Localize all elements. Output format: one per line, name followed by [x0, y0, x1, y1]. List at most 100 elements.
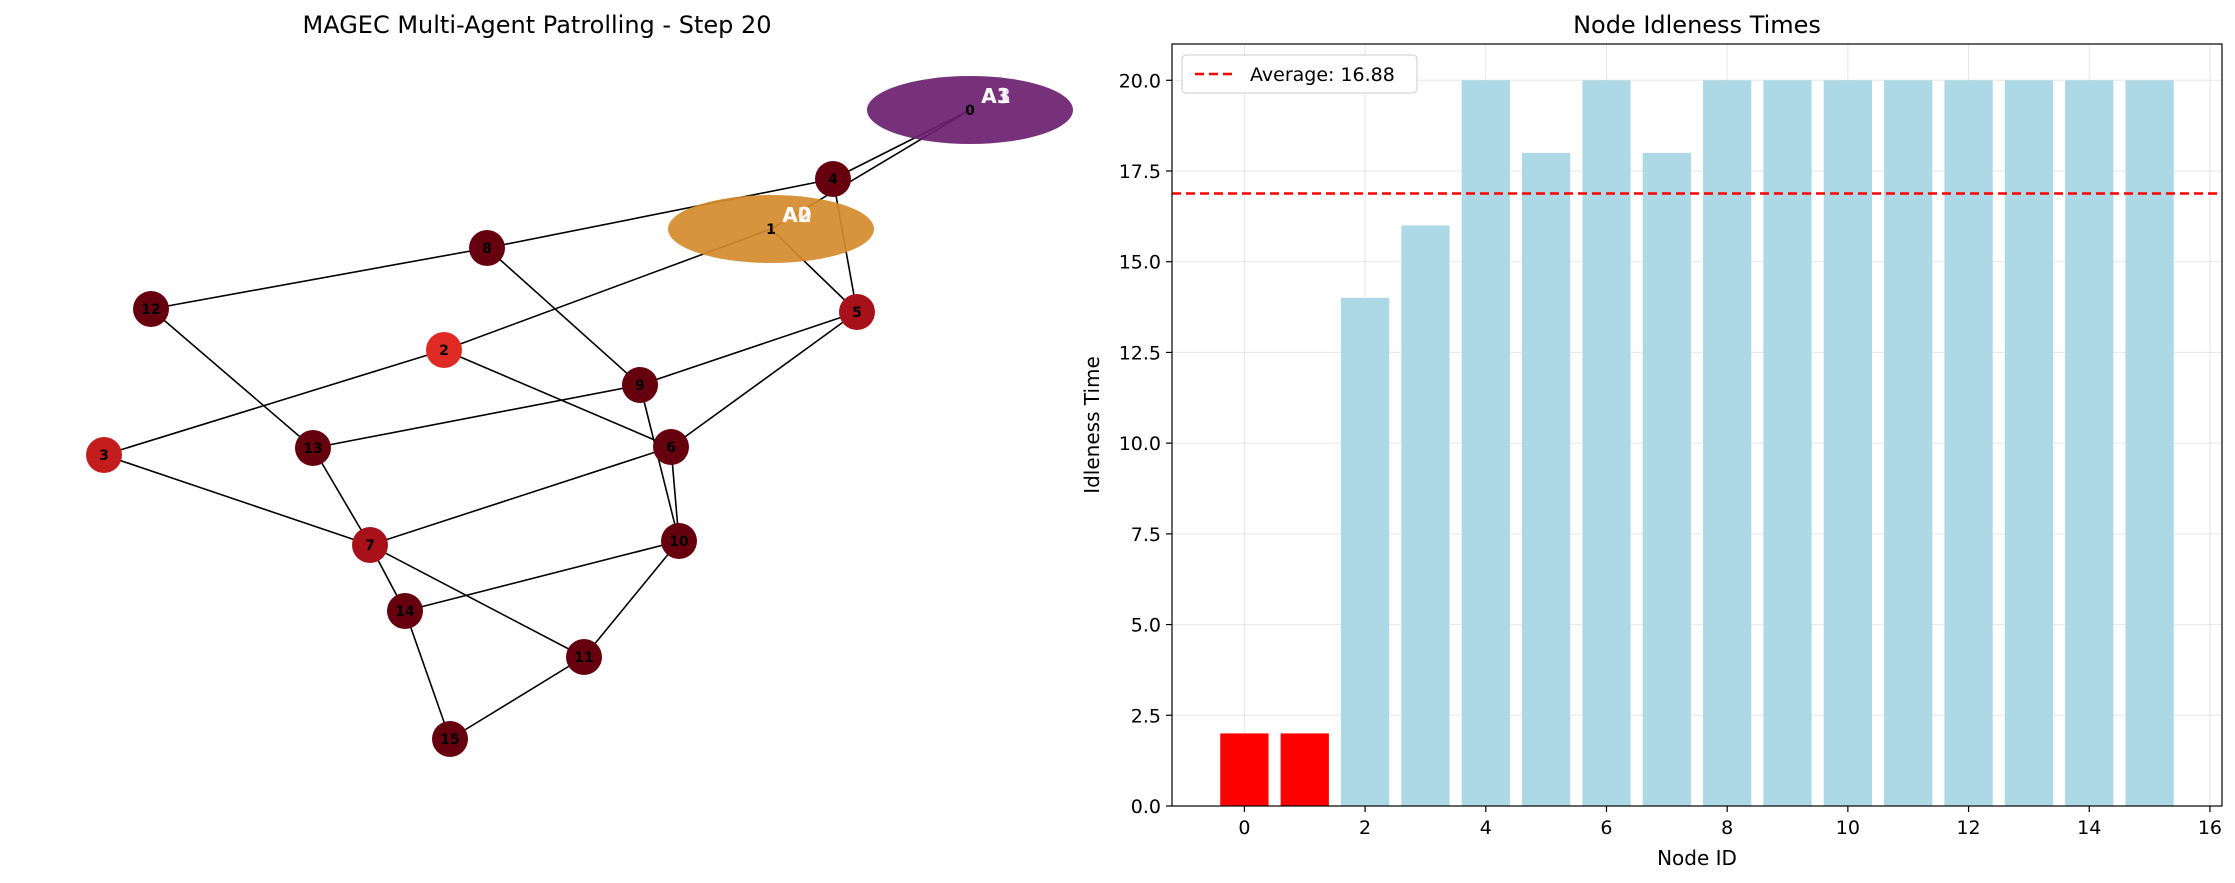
y-tick-label: 0.0 [1131, 796, 1161, 818]
node-14 [387, 593, 423, 629]
node-9 [622, 367, 658, 403]
agent-marker-0 [867, 76, 1073, 144]
node-label-3: 3 [99, 448, 109, 464]
node-label-11: 11 [574, 650, 593, 666]
x-tick-label: 10 [1836, 817, 1860, 839]
legend-box [1181, 54, 1418, 94]
x-tick-label: 0 [1238, 817, 1250, 839]
node-label-6: 6 [666, 440, 676, 456]
y-tick-label: 10.0 [1119, 433, 1161, 455]
edge-14-15 [404, 610, 451, 740]
bar-node-8 [1703, 80, 1752, 807]
bar-chart-panel: Node Idleness Times 0 2 4 6 8 10 12 14 16 0.0 2.5… [1080, 11, 2223, 870]
edge-7-11 [369, 544, 585, 658]
agent-label-A1: A1 [981, 84, 1010, 108]
agent-marker-1 [668, 195, 874, 263]
bar-node-12 [1944, 80, 1993, 807]
node-6 [653, 429, 689, 465]
node-8 [469, 230, 505, 266]
edge-9-13 [312, 384, 641, 449]
x-tick-label: 12 [1956, 817, 1980, 839]
bar-chart-bars [1220, 80, 2174, 807]
node-label-0: 0 [965, 103, 975, 119]
y-tick-label: 15.0 [1119, 252, 1161, 274]
edge-8-12 [150, 247, 488, 310]
x-tick-label: 4 [1480, 817, 1492, 839]
bar-node-11 [1884, 80, 1933, 807]
edge-5-6 [670, 311, 858, 448]
bar-chart-title: Node Idleness Times [1573, 11, 1821, 39]
edge-11-15 [449, 656, 585, 740]
node-5 [839, 294, 875, 330]
node-label-10: 10 [669, 534, 689, 550]
node-11 [566, 639, 602, 675]
bar-node-6 [1582, 80, 1631, 807]
edge-6-7 [369, 446, 672, 546]
node-3 [86, 437, 122, 473]
node-label-4: 4 [828, 172, 838, 188]
node-label-9: 9 [635, 378, 645, 394]
legend-label: Average: 16.88 [1250, 64, 1395, 86]
agent-label-A2: A2 [782, 203, 811, 227]
node-label-8: 8 [482, 241, 492, 257]
agent-label-A3: A3 [981, 84, 1010, 108]
edge-13-7 [312, 447, 371, 546]
y-ticks: 0.0 2.5 5.0 7.5 10.0 12.5 15.0 17.5 20.0 [1119, 70, 1172, 818]
bar-node-5 [1522, 152, 1571, 806]
bar-node-13 [2004, 80, 2054, 807]
bar-node-1 [1280, 733, 1329, 806]
node-label-12: 12 [141, 302, 160, 318]
node-label-2: 2 [439, 343, 449, 359]
x-tick-label: 8 [1721, 817, 1733, 839]
edge-8-9 [486, 247, 641, 386]
bar-node-7 [1642, 152, 1691, 806]
node-10 [661, 523, 697, 559]
x-tick-label: 16 [2198, 817, 2222, 839]
edge-5-9 [639, 311, 858, 386]
bar-node-2 [1340, 298, 1390, 806]
edge-9-10 [639, 384, 680, 542]
graph-nodes: 2 3 4 5 6 7 8 9 10 11 12 13 14 15 [86, 161, 875, 757]
x-tick-label: 14 [2077, 817, 2101, 839]
edge-10-14 [404, 540, 680, 612]
bar-node-14 [2065, 80, 2114, 807]
node-15 [432, 721, 468, 757]
bar-node-10 [1823, 80, 1872, 807]
x-tick-label: 6 [1600, 817, 1612, 839]
y-tick-label: 12.5 [1119, 342, 1161, 364]
node-label-13: 13 [303, 441, 322, 457]
graph-title: MAGEC Multi-Agent Patrolling - Step 20 [302, 11, 771, 39]
bar-node-4 [1461, 80, 1510, 807]
node-2 [426, 332, 462, 368]
x-axis-label: Node ID [1657, 846, 1737, 870]
y-axis-label: Idleness Time [1080, 356, 1104, 494]
edge-4-8 [486, 178, 834, 249]
bar-node-0 [1220, 733, 1269, 806]
legend: Average: 16.88 [1181, 54, 1418, 94]
bar-node-3 [1401, 225, 1450, 806]
bar-chart-grid [1172, 44, 2222, 807]
agent-label-A0: A0 [782, 203, 811, 227]
node-label-7: 7 [365, 538, 375, 554]
graph-panel: MAGEC Multi-Agent Patrolling - Step 20 2… [86, 11, 1073, 757]
node-label-15: 15 [440, 732, 459, 748]
y-tick-label: 17.5 [1119, 161, 1161, 183]
y-tick-label: 20.0 [1119, 70, 1161, 92]
node-label-14: 14 [395, 604, 415, 620]
y-tick-label: 2.5 [1131, 705, 1161, 727]
node-7 [352, 527, 388, 563]
bar-node-15 [2125, 80, 2174, 807]
edge-2-3 [103, 349, 445, 456]
node-4 [815, 161, 851, 197]
y-tick-label: 7.5 [1131, 524, 1161, 546]
edge-2-6 [443, 349, 672, 448]
x-ticks: 0 2 4 6 8 10 12 14 16 [1238, 806, 2222, 839]
node-12 [133, 291, 169, 327]
edge-10-11 [583, 540, 680, 658]
graph-edges [103, 109, 971, 740]
node-label-5: 5 [852, 305, 862, 321]
edge-12-13 [150, 308, 314, 449]
x-tick-label: 2 [1359, 817, 1371, 839]
node-13 [295, 430, 331, 466]
